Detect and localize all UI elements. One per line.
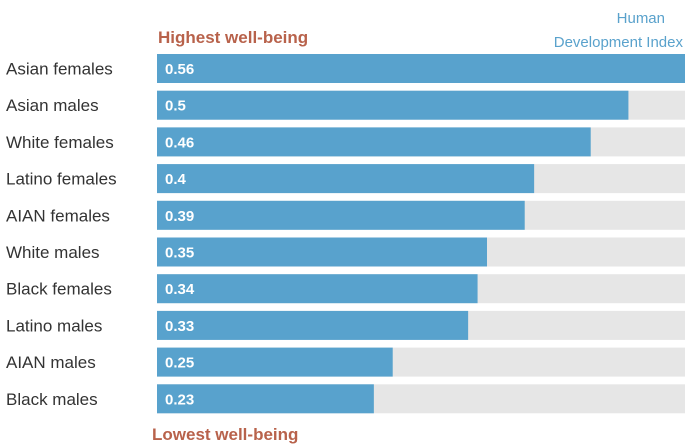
- category-label: White males: [6, 243, 100, 262]
- data-label: 0.25: [165, 355, 194, 372]
- bar: [157, 384, 374, 414]
- bar: [157, 310, 469, 340]
- data-label: 0.56: [165, 61, 194, 78]
- category-label: Black males: [6, 390, 98, 409]
- data-label: 0.5: [165, 98, 186, 115]
- chart-title-line-1: Human: [616, 10, 665, 27]
- category-label: AIAN females: [6, 206, 110, 225]
- category-label: Latino females: [6, 170, 117, 189]
- chart-title: Human Development Index: [523, 7, 683, 55]
- data-label: 0.39: [165, 208, 194, 225]
- data-label: 0.4: [165, 171, 187, 188]
- bar: [157, 127, 591, 157]
- category-label: Black females: [6, 280, 112, 299]
- category-label: White females: [6, 133, 114, 152]
- bar: [157, 200, 525, 230]
- data-label: 0.33: [165, 318, 194, 335]
- data-label: 0.35: [165, 245, 194, 262]
- data-label: 0.34: [165, 281, 195, 298]
- highest-wellbeing-annotation: Highest well-being: [158, 28, 309, 47]
- category-label: AIAN males: [6, 353, 96, 372]
- data-label: 0.23: [165, 391, 194, 408]
- bar: [157, 347, 393, 377]
- category-label: Asian females: [6, 60, 113, 79]
- category-label: Asian males: [6, 96, 99, 115]
- bar: [157, 90, 629, 120]
- chart-title-line-2: Development Index: [553, 34, 683, 51]
- lowest-wellbeing-annotation: Lowest well-being: [152, 425, 299, 444]
- bar: [157, 164, 535, 194]
- bar: [157, 237, 487, 267]
- category-label: Latino males: [6, 316, 102, 335]
- data-label: 0.46: [165, 134, 194, 151]
- bar: [157, 274, 478, 304]
- bar: [157, 54, 685, 83]
